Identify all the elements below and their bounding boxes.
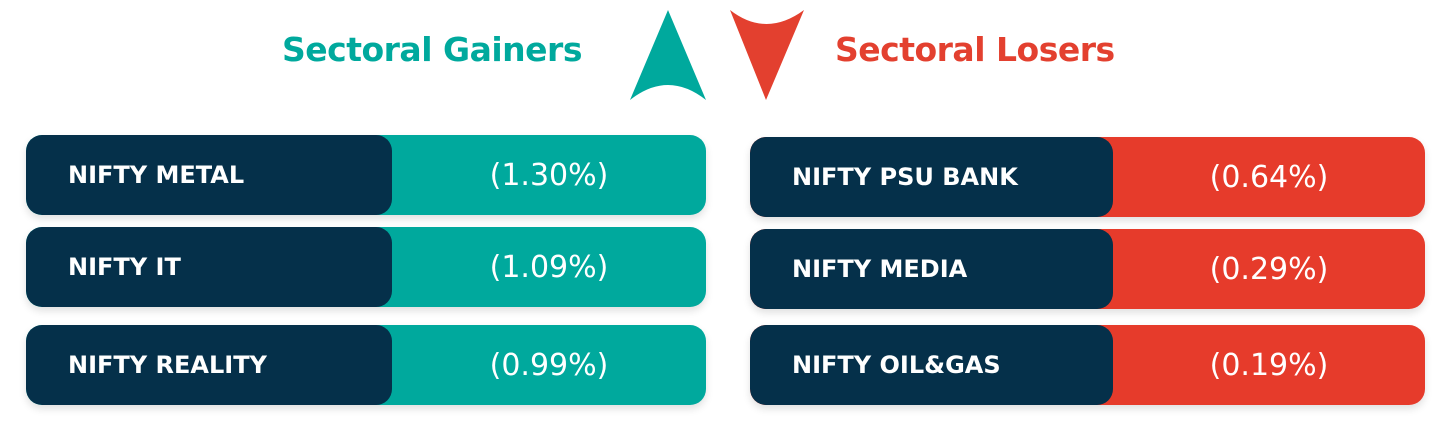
down-arrow (730, 10, 804, 100)
sector-name: NIFTY METAL (26, 135, 392, 215)
gainers-title: Sectoral Gainers (282, 30, 582, 69)
sector-change: (0.19%) (1209, 347, 1329, 383)
sector-name: NIFTY IT (26, 227, 392, 307)
loser-row: NIFTY OIL&GAS (0.19%) (750, 325, 1425, 405)
sector-change: (1.30%) (489, 157, 609, 193)
loser-row: NIFTY PSU BANK (0.64%) (750, 137, 1425, 217)
gainer-row: NIFTY METAL (1.30%) (26, 135, 706, 215)
gainer-row: NIFTY IT (1.09%) (26, 227, 706, 307)
gainer-row: NIFTY REALITY (0.99%) (26, 325, 706, 405)
sector-change: (0.64%) (1209, 159, 1329, 195)
loser-row: NIFTY MEDIA (0.29%) (750, 229, 1425, 309)
sector-change: (0.29%) (1209, 251, 1329, 287)
sector-name: NIFTY MEDIA (750, 229, 1113, 309)
sector-name: NIFTY REALITY (26, 325, 392, 405)
sector-name: NIFTY OIL&GAS (750, 325, 1113, 405)
up-arrow (630, 10, 706, 100)
sector-change: (0.99%) (489, 347, 609, 383)
sector-name: NIFTY PSU BANK (750, 137, 1113, 217)
sector-change: (1.09%) (489, 249, 609, 285)
losers-title: Sectoral Losers (835, 30, 1115, 69)
